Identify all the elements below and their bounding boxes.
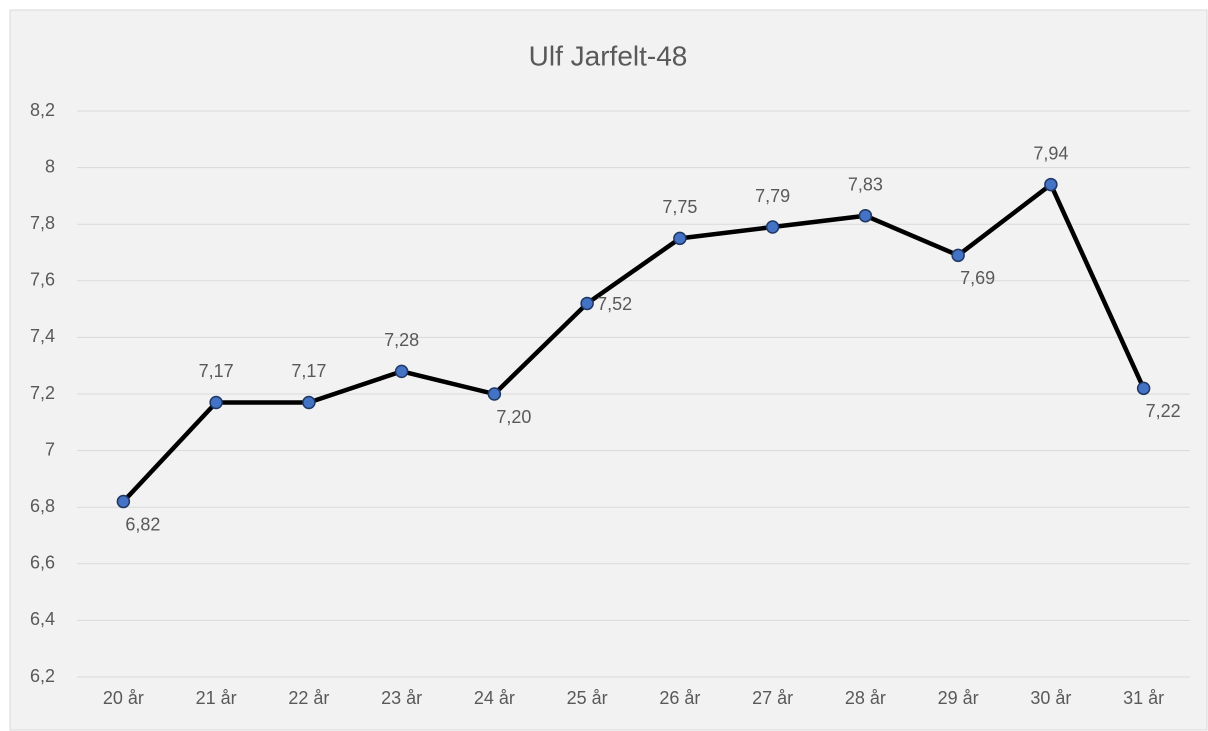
x-tick-label: 22 år bbox=[288, 688, 329, 708]
data-point bbox=[209, 395, 223, 410]
data-point bbox=[858, 208, 873, 223]
x-tick-label: 27 år bbox=[752, 688, 793, 708]
data-label: 7,94 bbox=[1033, 143, 1068, 163]
y-tick-label: 6,2 bbox=[30, 666, 55, 686]
y-tick-label: 7 bbox=[45, 439, 55, 459]
data-label: 7,83 bbox=[848, 174, 883, 194]
data-point bbox=[951, 248, 965, 263]
x-tick-label: 26 år bbox=[659, 688, 700, 708]
x-tick-label: 25 år bbox=[567, 688, 608, 708]
y-tick-label: 7,6 bbox=[30, 270, 55, 290]
y-tick-label: 7,8 bbox=[30, 213, 55, 233]
data-label: 7,79 bbox=[755, 186, 790, 206]
y-tick-label: 6,8 bbox=[30, 496, 55, 516]
chart-title: Ulf Jarfelt-48 bbox=[529, 40, 688, 71]
data-point bbox=[394, 364, 409, 379]
y-tick-label: 7,4 bbox=[30, 326, 55, 346]
data-point bbox=[1136, 381, 1151, 396]
data-label: 6,82 bbox=[125, 514, 160, 534]
data-point bbox=[116, 494, 131, 509]
data-label: 7,20 bbox=[496, 407, 531, 427]
data-label: 7,17 bbox=[199, 361, 234, 381]
data-label: 7,52 bbox=[597, 294, 632, 314]
x-tick-label: 30 år bbox=[1030, 688, 1071, 708]
y-tick-label: 6,4 bbox=[30, 609, 55, 629]
x-tick-label: 29 år bbox=[938, 688, 979, 708]
y-tick-label: 8 bbox=[45, 156, 55, 176]
data-label: 7,28 bbox=[384, 330, 419, 350]
x-tick-label: 23 år bbox=[381, 688, 422, 708]
line-series bbox=[121, 182, 1146, 504]
data-point bbox=[302, 395, 316, 410]
y-tick-label: 8,2 bbox=[30, 100, 55, 120]
x-tick-label: 28 år bbox=[845, 688, 886, 708]
data-point bbox=[673, 231, 687, 246]
y-tick-label: 7,2 bbox=[30, 383, 55, 403]
data-label: 7,75 bbox=[662, 197, 697, 217]
data-label: 7,17 bbox=[291, 361, 326, 381]
data-point bbox=[487, 387, 502, 401]
x-tick-label: 21 år bbox=[196, 688, 237, 708]
data-point bbox=[1044, 177, 1058, 192]
data-point bbox=[580, 296, 594, 311]
data-point bbox=[765, 220, 780, 234]
x-tick-label: 24 år bbox=[474, 688, 515, 708]
x-tick-label: 20 år bbox=[103, 688, 144, 708]
x-tick-label: 31 år bbox=[1123, 688, 1164, 708]
y-tick-label: 6,6 bbox=[30, 553, 55, 573]
data-label: 7,69 bbox=[960, 268, 995, 288]
data-label: 7,22 bbox=[1146, 401, 1181, 421]
chart-background bbox=[9, 9, 1208, 731]
